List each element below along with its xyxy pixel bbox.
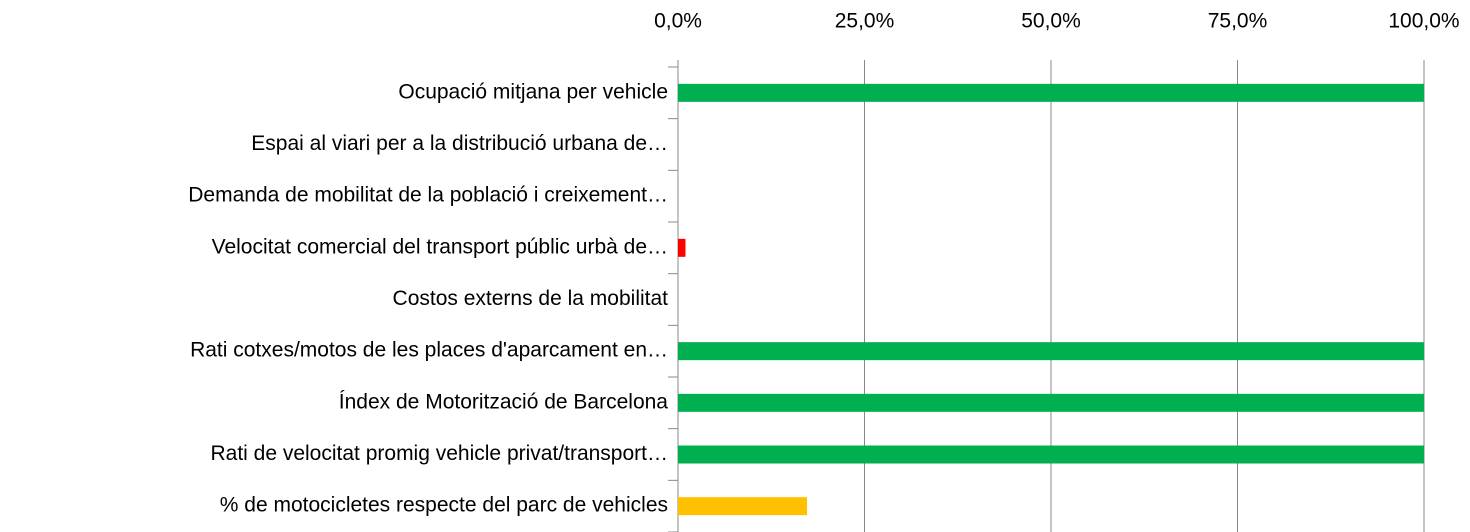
x-tick-label: 75,0% bbox=[1208, 10, 1268, 33]
y-tick-label: Costos externs de la mobilitat bbox=[393, 287, 669, 310]
x-tick-label: 25,0% bbox=[835, 10, 895, 33]
y-tick-label: Velocitat comercial del transport públic… bbox=[212, 235, 668, 258]
y-tick-label: Demanda de mobilitat de la població i cr… bbox=[188, 184, 668, 207]
bar bbox=[678, 238, 686, 257]
y-tick-label: Índex de Motorització de Barcelona bbox=[339, 390, 669, 413]
bar bbox=[678, 445, 1424, 464]
bar bbox=[678, 83, 1424, 102]
y-tick-label: Ocupació mitjana per vehicle bbox=[398, 80, 668, 103]
bar bbox=[678, 393, 1424, 412]
x-tick-label: 50,0% bbox=[1021, 10, 1081, 33]
x-tick-label: 100,0% bbox=[1388, 10, 1459, 33]
y-tick-label: Espai al viari per a la distribució urba… bbox=[251, 132, 668, 155]
x-tick-label: 0,0% bbox=[654, 10, 702, 33]
bar bbox=[678, 342, 1424, 361]
y-tick-label: Rati cotxes/motos de les places d'aparca… bbox=[190, 339, 668, 362]
y-tick-label: Rati de velocitat promig vehicle privat/… bbox=[210, 442, 668, 465]
bar bbox=[678, 497, 808, 516]
y-tick-label: % de motocicletes respecte del parc de v… bbox=[220, 494, 668, 517]
